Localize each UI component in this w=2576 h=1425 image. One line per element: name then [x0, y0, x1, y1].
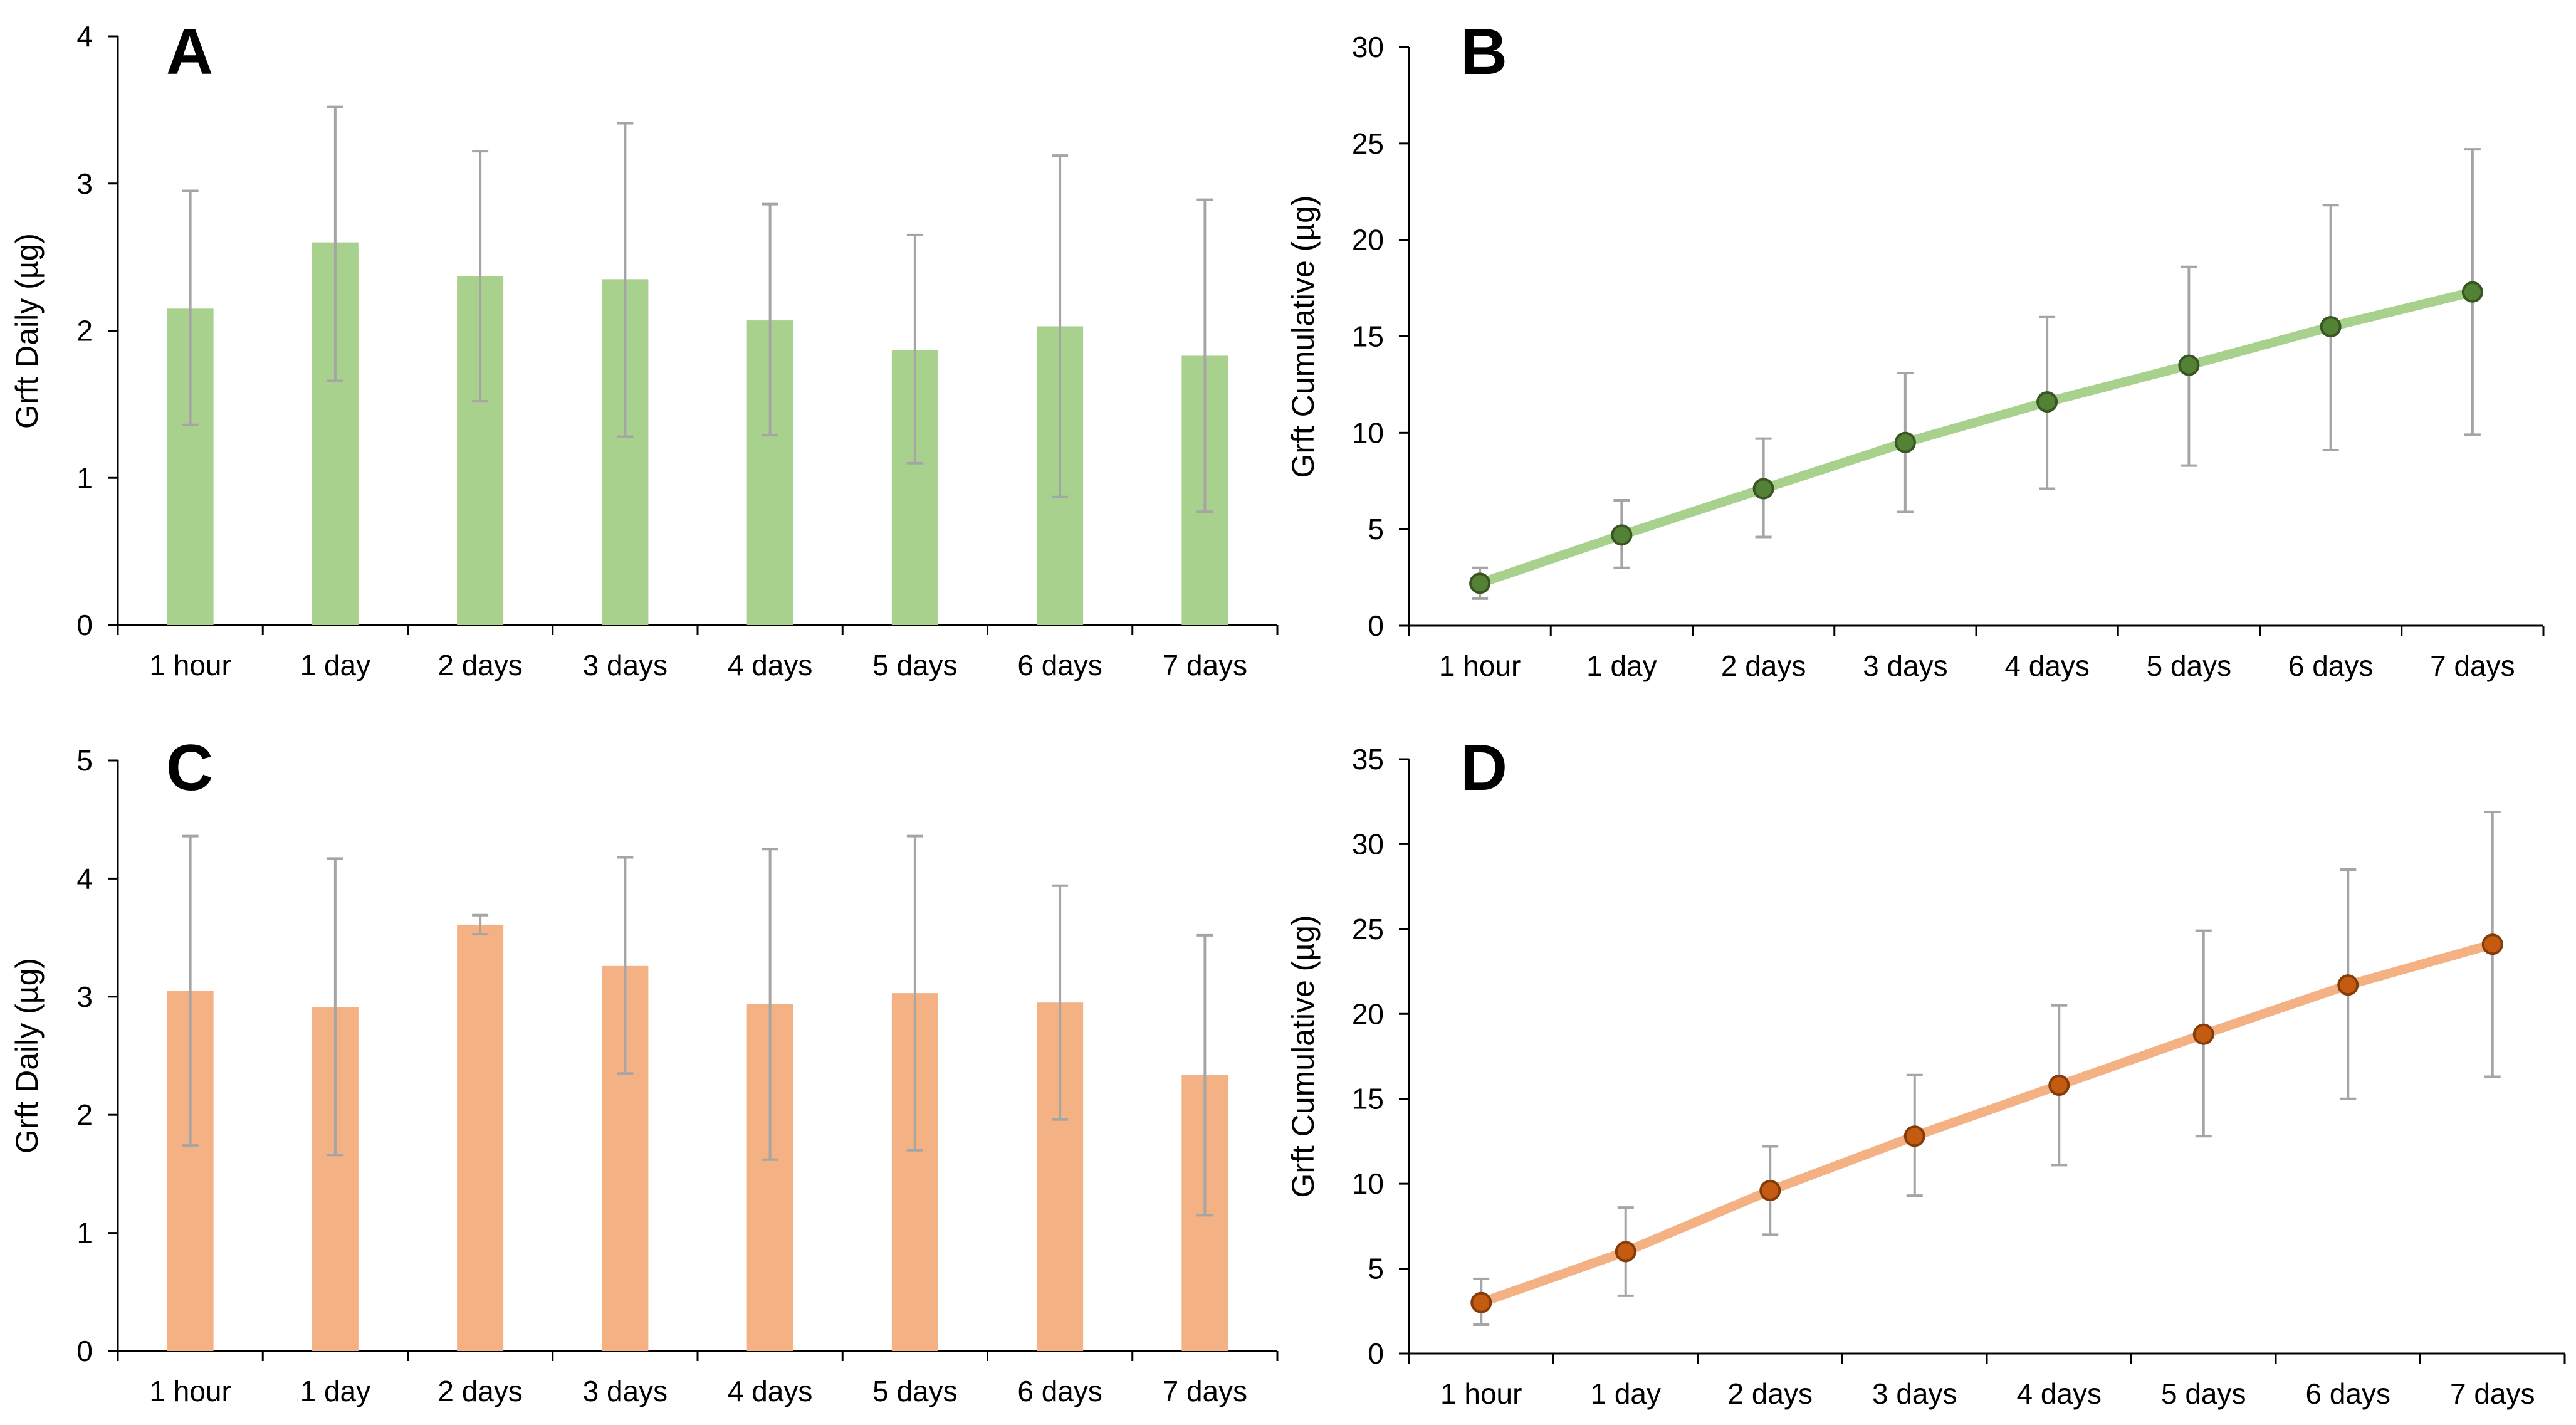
panel-a-x-tick-label: 5 days — [872, 649, 958, 681]
panel-a-y-tick-label: 1 — [76, 461, 93, 494]
panel-d-y-tick-label: 5 — [1368, 1253, 1384, 1285]
panel-b-y-tick-label: 5 — [1368, 513, 1384, 545]
panel-d-x-tick-label: 1 hour — [1440, 1377, 1522, 1410]
panel-c-x-tick-label: 5 days — [872, 1375, 958, 1407]
panel-b-data-point — [2036, 391, 2058, 413]
panel-b-x-tick-label: 3 days — [1863, 649, 1948, 682]
panel-d-x-tick-label: 1 day — [1590, 1377, 1661, 1410]
panel-b-data-point — [2178, 354, 2200, 376]
panel-a-chart: 0 1 2 3 4 1 hour 1 day 2 days 3 days 4 days 5 days… — [9, 16, 1279, 681]
panel-d-y-tick-label: 10 — [1352, 1167, 1384, 1200]
panel-c-x-tick-label: 2 days — [437, 1375, 523, 1407]
panel-d-data-point — [2337, 974, 2359, 996]
panel-c-x-tick-label: 1 day — [300, 1375, 371, 1407]
panel-b-x-tick-label: 7 days — [2430, 649, 2515, 682]
panel-d-y-tick-label: 35 — [1352, 743, 1384, 776]
panel-b-y-tick-label: 0 — [1368, 609, 1384, 642]
panel-c-x-tick-label: 6 days — [1017, 1375, 1102, 1407]
panel-b-data-point — [1752, 478, 1774, 500]
panel-b-chart: 0 5 10 15 20 25 30 1 hour 1 day 2 days 3 days 4 day… — [1285, 16, 2545, 682]
panel-d-x-tick-label: 6 days — [2305, 1377, 2390, 1410]
panel-d-series-line — [1476, 939, 2498, 1308]
panel-c-letter: C — [166, 732, 213, 804]
panel-d-data-point — [1470, 1291, 1492, 1313]
panel-d-x-tick-label: 2 days — [1727, 1377, 1813, 1410]
panel-a-y-axis-title: Grft Daily (µg) — [9, 233, 45, 429]
panel-a-x-tick-label: 4 days — [728, 649, 813, 681]
panel-a-letter: A — [166, 16, 213, 88]
panel-d-data-point — [2192, 1023, 2214, 1045]
panel-d-x-tick-label: 3 days — [1872, 1377, 1957, 1410]
panel-d-data-point — [2481, 933, 2503, 955]
panel-b-y-tick-label: 20 — [1352, 224, 1384, 256]
panel-b-x-tick-label: 6 days — [2288, 649, 2374, 682]
panel-c-x-tick-label: 7 days — [1163, 1375, 1248, 1407]
panel-d-y-axis-title: Grft Cumulative (µg) — [1285, 915, 1321, 1197]
panel-b-data-point — [1611, 524, 1633, 546]
panel-c-x-tick-label: 3 days — [583, 1375, 668, 1407]
panel-a-x-tick-label: 2 days — [437, 649, 523, 681]
panel-c-y-tick-label: 0 — [76, 1335, 93, 1367]
panel-b-data-point — [1469, 572, 1491, 594]
panel-b-x-tick-label: 1 hour — [1439, 649, 1521, 682]
panel-a-x-tick-label: 7 days — [1163, 649, 1248, 681]
panel-b-x-tick-label: 4 days — [2004, 649, 2090, 682]
panel-d-data-point — [2048, 1075, 2070, 1096]
panel-c-y-tick-label: 5 — [76, 744, 93, 777]
panel-c-y-tick-label: 4 — [76, 862, 93, 895]
panel-b-data-point — [1894, 431, 1916, 453]
panel-d-chart: 0 5 10 15 20 25 30 35 1 hour 1 day 2 days 3 days 4 d… — [1285, 732, 2566, 1410]
panel-b-y-tick-label: 10 — [1352, 416, 1384, 449]
panel-a-x-tick-label: 6 days — [1017, 649, 1102, 681]
panel-c-x-tick-label: 1 hour — [149, 1375, 231, 1407]
panel-b-y-axis-title: Grft Cumulative (µg) — [1285, 195, 1321, 478]
panel-b-data-point — [2461, 281, 2483, 303]
panel-d-x-tick-label: 7 days — [2450, 1377, 2535, 1410]
panel-d-y-tick-label: 15 — [1352, 1083, 1384, 1115]
panel-b-series-line — [1475, 287, 2478, 588]
panel-a-x-tick-label: 1 hour — [149, 649, 231, 681]
panel-d-y-tick-label: 20 — [1352, 997, 1384, 1030]
panel-d-y-tick-label: 25 — [1352, 913, 1384, 945]
panel-d-letter: D — [1460, 732, 1507, 804]
panel-a-y-tick-label: 3 — [76, 167, 93, 200]
panel-d-data-point — [1615, 1241, 1636, 1263]
panel-d-data-point — [1903, 1125, 1925, 1147]
panel-a-x-tick-label: 1 day — [300, 649, 371, 681]
panel-c-chart: 0 1 2 3 4 5 1 hour 1 day 2 days 3 days 4 days 5 day… — [9, 732, 1279, 1407]
panel-b-x-tick-label: 5 days — [2147, 649, 2232, 682]
panel-c-y-tick-label: 2 — [76, 1098, 93, 1131]
panel-a-x-tick-label: 3 days — [583, 649, 668, 681]
panel-d-x-tick-label: 4 days — [2016, 1377, 2102, 1410]
panel-d-y-tick-label: 0 — [1368, 1337, 1384, 1370]
panel-c-bar — [457, 924, 504, 1351]
panel-b-y-tick-label: 25 — [1352, 127, 1384, 160]
panel-b-y-tick-label: 30 — [1352, 31, 1384, 63]
panel-a-y-tick-label: 2 — [76, 315, 93, 347]
panel-d-x-tick-label: 5 days — [2161, 1377, 2246, 1410]
panel-c-y-tick-label: 1 — [76, 1217, 93, 1249]
panel-b-x-tick-label: 2 days — [1721, 649, 1806, 682]
panel-c-x-tick-label: 4 days — [728, 1375, 813, 1407]
panel-a-y-tick-label: 4 — [76, 20, 93, 53]
panel-b-x-tick-label: 1 day — [1586, 649, 1657, 682]
panel-d-data-point — [1759, 1179, 1781, 1201]
panel-b-data-point — [2320, 316, 2342, 338]
panel-b-y-tick-label: 15 — [1352, 320, 1384, 353]
panel-a-y-tick-label: 0 — [76, 609, 93, 641]
panel-d-y-tick-label: 30 — [1352, 828, 1384, 860]
panel-b-letter: B — [1460, 16, 1507, 88]
panel-c-y-axis-title: Grft Daily (µg) — [9, 958, 45, 1154]
panel-c-y-tick-label: 3 — [76, 981, 93, 1013]
